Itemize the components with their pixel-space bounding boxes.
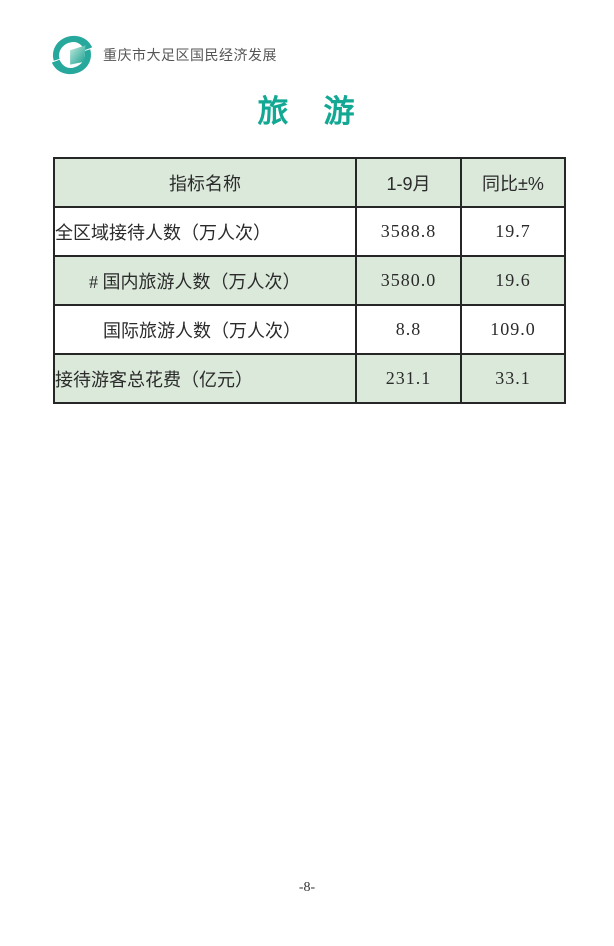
table-row: 接待游客总花费（亿元） 231.1 33.1: [53, 353, 566, 404]
table-row: 全区域接待人数（万人次） 3588.8 19.7: [53, 206, 566, 257]
document-header: 重庆市大足区国民经济发展: [49, 32, 277, 78]
value-cell: 8.8: [355, 304, 462, 355]
yoy-cell: 33.1: [460, 353, 566, 404]
value-cell: 3588.8: [355, 206, 462, 257]
value-cell: 231.1: [355, 353, 462, 404]
col-header-yoy: 同比±%: [460, 157, 566, 208]
table-header-row: 指标名称 1-9月 同比±%: [53, 157, 566, 208]
indicator-cell: 接待游客总花费（亿元）: [53, 353, 357, 404]
table-row: 国际旅游人数（万人次） 8.8 109.0: [53, 304, 566, 355]
indicator-cell: # 国内旅游人数（万人次）: [53, 255, 357, 306]
tourism-stats-table: 指标名称 1-9月 同比±% 全区域接待人数（万人次） 3588.8 19.7 …: [53, 157, 566, 404]
org-name: 重庆市大足区国民经济发展: [103, 47, 277, 63]
indicator-cell: 全区域接待人数（万人次）: [53, 206, 357, 257]
yoy-cell: 19.7: [460, 206, 566, 257]
value-cell: 3580.0: [355, 255, 462, 306]
page-title: 旅 游: [257, 94, 357, 129]
yoy-cell: 19.6: [460, 255, 566, 306]
yoy-cell: 109.0: [460, 304, 566, 355]
col-header-period: 1-9月: [355, 157, 462, 208]
org-logo-icon: [49, 32, 95, 78]
table-row: # 国内旅游人数（万人次） 3580.0 19.6: [53, 255, 566, 306]
col-header-indicator: 指标名称: [53, 157, 357, 208]
page-number: -8-: [298, 880, 316, 895]
indicator-cell: 国际旅游人数（万人次）: [53, 304, 357, 355]
